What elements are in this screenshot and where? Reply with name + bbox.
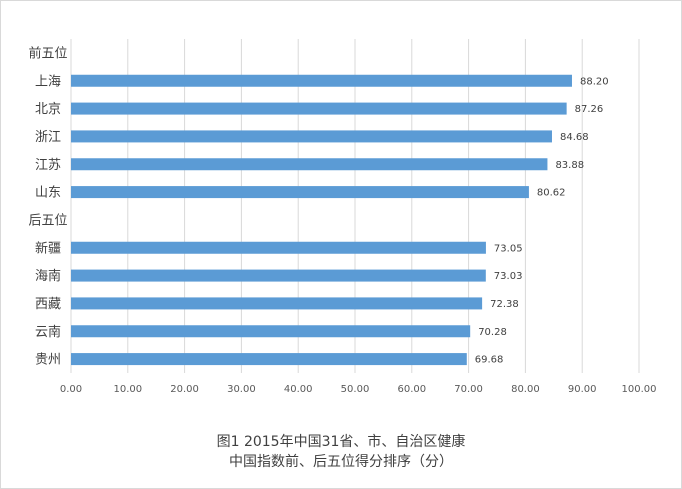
bar <box>71 158 548 171</box>
data-label: 84.68 <box>560 132 589 143</box>
category-label: 西藏 <box>35 297 61 312</box>
x-tick-label: 10.00 <box>113 384 142 395</box>
category-label: 贵州 <box>35 353 61 368</box>
data-label: 80.62 <box>537 188 566 199</box>
category-label: 北京 <box>35 102 61 117</box>
category-label: 前五位 <box>28 45 67 61</box>
bar <box>71 325 471 338</box>
x-tick-label: 50.00 <box>341 384 370 395</box>
x-tick-label: 90.00 <box>568 384 597 395</box>
category-label: 海南 <box>35 268 61 284</box>
x-tick-label: 60.00 <box>397 384 426 395</box>
x-tick-labels: 0.00 10.00 20.00 30.00 40.00 50.00 60.00 70.00 8… <box>60 384 657 395</box>
data-label: 87.26 <box>575 104 604 115</box>
category-label: 新疆 <box>35 240 61 256</box>
x-tick-label: 0.00 <box>60 384 82 395</box>
bar <box>71 353 467 366</box>
x-tick-label: 80.00 <box>511 384 540 395</box>
data-labels: 88.20 87.26 84.68 83.88 80.62 73.05 73.03 72.38… <box>475 76 609 365</box>
caption-line-2: 中国指数前、后五位得分排序（分） <box>229 454 453 470</box>
data-label: 83.88 <box>555 160 584 171</box>
x-tick-label: 30.00 <box>227 384 256 395</box>
category-label: 云南 <box>35 324 61 340</box>
data-label: 73.03 <box>494 271 523 282</box>
bar <box>71 186 529 199</box>
category-label: 浙江 <box>35 130 61 145</box>
bar <box>71 269 486 282</box>
bar <box>71 102 567 115</box>
x-tick-label: 20.00 <box>170 384 199 395</box>
x-tick-label: 40.00 <box>284 384 313 395</box>
category-label: 上海 <box>35 74 61 89</box>
bar <box>71 297 483 310</box>
data-label: 69.68 <box>475 355 504 366</box>
data-label: 72.38 <box>490 299 519 310</box>
bar <box>71 241 486 254</box>
caption-line-1: 图1 2015年中国31省、市、自治区健康 <box>216 434 466 450</box>
bar <box>71 74 572 87</box>
bars <box>71 74 572 366</box>
category-label: 后五位 <box>28 213 67 228</box>
bar <box>71 130 552 143</box>
gridlines <box>70 39 640 373</box>
category-label: 山东 <box>35 186 61 201</box>
data-label: 70.28 <box>478 327 507 338</box>
data-label: 73.05 <box>494 243 523 254</box>
x-tick-label: 70.00 <box>454 384 483 395</box>
data-label: 88.20 <box>580 76 609 87</box>
x-tick-label: 100.00 <box>622 384 657 395</box>
category-label: 江苏 <box>35 157 61 173</box>
